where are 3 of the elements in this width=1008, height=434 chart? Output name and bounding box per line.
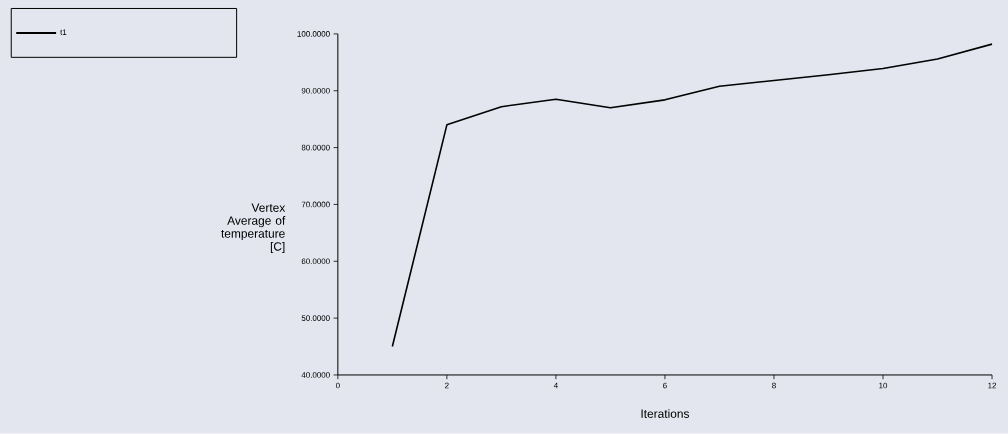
- line-series: [391, 43, 993, 348]
- x-axis-title: Iterations: [641, 409, 690, 419]
- y-axis-title: Vertex Average of temperature [C]: [221, 203, 286, 254]
